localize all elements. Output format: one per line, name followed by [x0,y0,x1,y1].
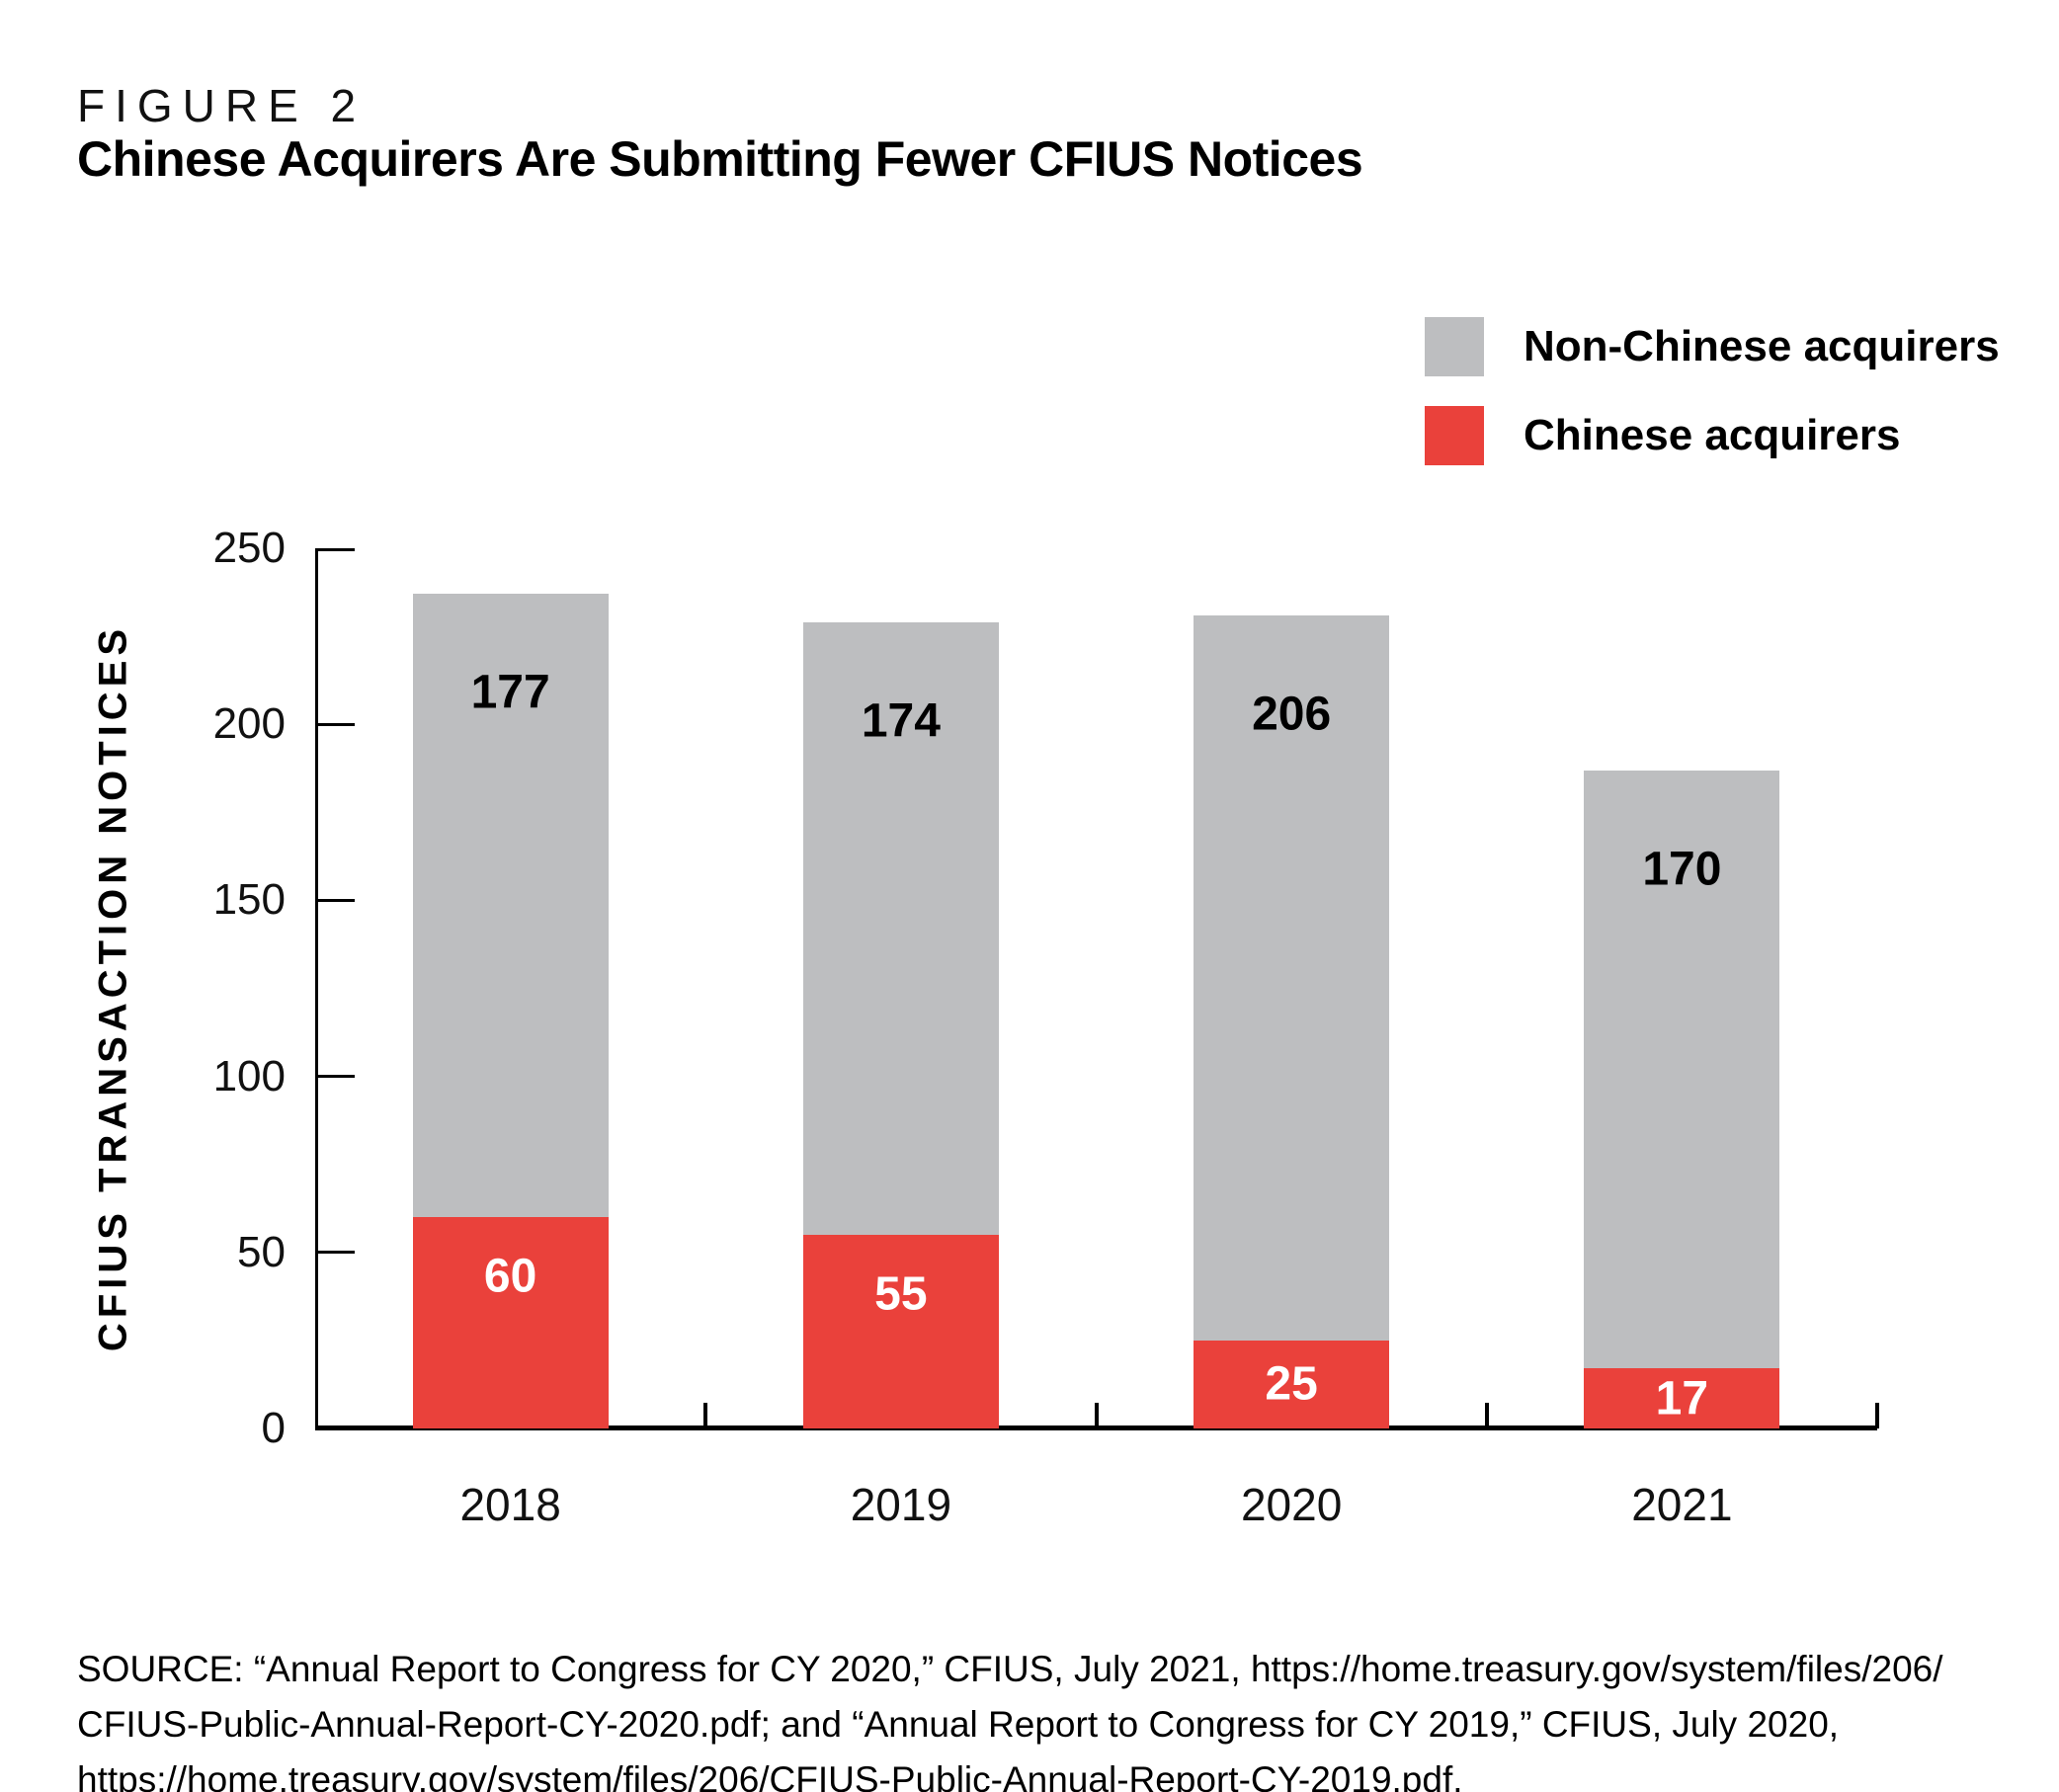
x-category-label: 2020 [1240,1479,1343,1530]
source-line: SOURCE: “Annual Report to Congress for C… [77,1649,1943,1689]
legend-label-non-chinese: Non-Chinese acquirers [1524,322,2000,370]
chart-legend: Non-Chinese acquirers Chinese acquirers [1425,317,2000,495]
x-category-label: 2018 [459,1479,561,1530]
bar-value-chinese: 25 [1265,1357,1318,1411]
y-tick [315,722,355,726]
x-tick [1484,1403,1489,1428]
y-axis-title: CFIUS TRANSACTION NOTICES [91,623,135,1352]
legend-item-chinese: Chinese acquirers [1425,406,2000,465]
x-tick [1094,1403,1099,1428]
legend-label-chinese: Chinese acquirers [1524,411,1901,459]
bar-chinese-2018: 60 [412,1217,609,1428]
source-line: CFIUS-Public-Annual-Report-CY-2020.pdf; … [77,1704,1840,1745]
source-note: SOURCE: “Annual Report to Congress for C… [77,1642,1943,1792]
y-tick [315,898,355,902]
y-tick-label: 250 [212,524,286,572]
figure-title: Chinese Acquirers Are Submitting Fewer C… [77,131,1363,187]
y-tick [315,1075,355,1079]
bar-non-chinese-2020: 206 [1194,614,1390,1341]
bar-value-non-chinese: 206 [1252,688,1332,741]
y-tick [315,548,355,551]
figure-label: FIGURE 2 [77,80,367,131]
bar-chinese-2021: 17 [1584,1368,1780,1428]
x-tick [703,1403,708,1428]
y-tick-label: 100 [212,1051,286,1100]
y-tick-label: 200 [212,699,286,749]
legend-swatch-gray [1425,317,1484,376]
legend-item-non-chinese: Non-Chinese acquirers [1425,317,2000,376]
y-tick-label: 150 [212,875,286,925]
bar-non-chinese-2018: 177 [412,594,609,1218]
source-line: https://home.treasury.gov/system/files/2… [77,1759,1463,1792]
bar-value-chinese: 55 [874,1267,928,1321]
bar-value-non-chinese: 177 [470,666,550,719]
y-tick-label: 50 [237,1227,286,1276]
bar-non-chinese-2019: 174 [802,621,999,1235]
plot-area: 0 50 100 150 200 250 60 177 2018 55 174 2019 25 206 20… [213,524,1879,1530]
x-tick [1875,1403,1879,1428]
x-category-label: 2019 [850,1479,952,1530]
bar-value-chinese: 17 [1655,1372,1709,1425]
bar-value-non-chinese: 174 [861,694,941,748]
bar-chinese-2020: 25 [1194,1340,1390,1428]
y-tick [315,1251,355,1255]
legend-swatch-red [1425,406,1484,465]
bar-value-non-chinese: 170 [1642,843,1722,896]
y-axis-line [315,548,318,1428]
bar-value-chinese: 60 [483,1250,537,1303]
bar-non-chinese-2021: 170 [1584,770,1780,1369]
bar-chinese-2019: 55 [802,1234,999,1428]
x-category-label: 2021 [1631,1479,1733,1530]
y-tick-label: 0 [261,1404,286,1452]
